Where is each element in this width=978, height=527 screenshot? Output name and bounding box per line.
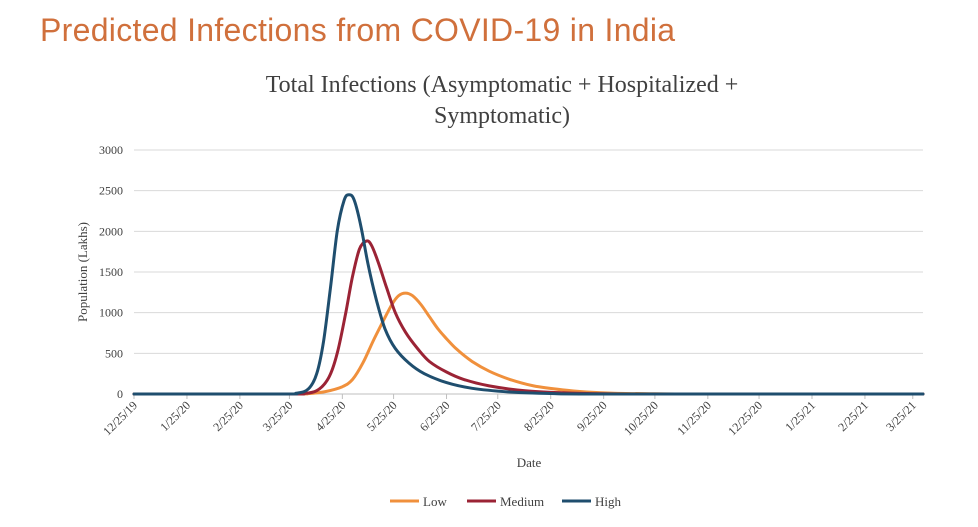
x-tick-label: 12/25/19 xyxy=(100,398,140,438)
x-tick-label: 2/25/21 xyxy=(835,398,871,434)
x-tick-label: 10/25/20 xyxy=(621,398,661,438)
series-line-medium xyxy=(132,239,925,396)
y-tick-label: 2500 xyxy=(99,184,123,198)
legend: Low Medium High xyxy=(390,494,622,509)
x-axis-ticks: 12/25/19 1/25/20 2/25/20 3/25/20 4/25/20 5/25… xyxy=(100,394,919,438)
y-tick-label: 1500 xyxy=(99,265,123,279)
y-axis-ticks: 0 500 1000 1500 2000 2500 3000 xyxy=(99,143,123,401)
x-tick-label: 3/25/21 xyxy=(883,398,919,434)
x-tick-label: 2/25/20 xyxy=(210,398,246,434)
y-tick-label: 0 xyxy=(117,387,123,401)
series-lines xyxy=(132,193,925,396)
chart-title-line-2: Symptomatic) xyxy=(434,103,570,129)
legend-label-low: Low xyxy=(423,494,447,509)
x-tick-label: 1/25/20 xyxy=(157,398,193,434)
x-tick-label: 4/25/20 xyxy=(313,398,349,434)
slide-title: Predicted Infections from COVID-19 in In… xyxy=(40,12,676,48)
chart-title-line-1: Total Infections (Asymptomatic + Hospita… xyxy=(265,72,739,98)
x-tick-label: 12/25/20 xyxy=(725,398,765,438)
x-tick-label: 1/25/21 xyxy=(782,398,818,434)
legend-label-high: High xyxy=(595,494,622,509)
series-line-high xyxy=(132,193,925,396)
y-tick-label: 2000 xyxy=(99,224,123,238)
gridlines xyxy=(134,149,923,395)
x-tick-label: 8/25/20 xyxy=(521,398,557,434)
y-tick-label: 1000 xyxy=(99,306,123,320)
x-tick-label: 5/25/20 xyxy=(364,398,400,434)
chart-title: Total Infections (Asymptomatic + Hospita… xyxy=(0,70,978,132)
x-tick-label: 7/25/20 xyxy=(468,398,504,434)
y-tick-label: 3000 xyxy=(99,143,123,157)
x-tick-label: 3/25/20 xyxy=(260,398,296,434)
x-tick-label: 6/25/20 xyxy=(417,398,453,434)
y-axis-label: Population (Lakhs) xyxy=(75,222,90,322)
y-tick-label: 500 xyxy=(105,346,123,360)
legend-label-medium: Medium xyxy=(500,494,544,509)
x-axis-label: Date xyxy=(517,455,542,470)
x-tick-label: 9/25/20 xyxy=(574,398,610,434)
series-line-low xyxy=(132,291,925,396)
x-tick-label: 11/25/20 xyxy=(674,398,714,438)
